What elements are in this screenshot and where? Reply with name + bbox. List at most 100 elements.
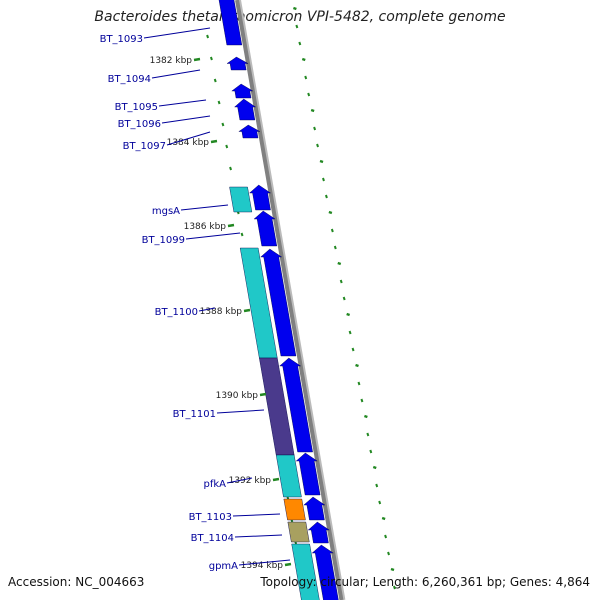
outer-ring-dot (292, 6, 297, 11)
outer-ring-dot (301, 57, 306, 62)
gene-label: BT_1100 (155, 307, 198, 318)
outer-ring-dot (363, 414, 368, 419)
block-bt-1104 (287, 521, 310, 543)
gene-label: BT_1103 (189, 512, 232, 523)
block-bt-1103 (283, 498, 306, 521)
accession-text: Accession: NC_004663 (8, 575, 145, 589)
outer-ring-dot (310, 108, 315, 113)
outer-ring-dot (319, 159, 324, 164)
outer-ring-dot (375, 483, 379, 488)
outer-ring-dot (333, 245, 337, 250)
map-title: Bacteroides thetaiotaomicron VPI-5482, c… (94, 9, 506, 25)
gene-label: BT_1099 (142, 235, 185, 246)
outer-ring-dot (324, 194, 328, 199)
outer-ring-dot (328, 210, 333, 215)
block-gpma (291, 543, 320, 600)
kbp-tick-mark (243, 308, 251, 313)
inner-ring-dot (217, 100, 221, 105)
outer-ring-dot (351, 347, 355, 352)
kbp-tick-label: 1390 kbp (216, 391, 259, 401)
gene-label: mgsA (152, 206, 180, 217)
outer-ring-dot (346, 312, 351, 317)
outer-ring-dot (322, 177, 325, 182)
outer-ring-dot (316, 143, 320, 148)
gene-leader-line (180, 204, 229, 211)
gene-leader-line (185, 232, 241, 240)
kbp-tick-mark (284, 562, 292, 567)
block-mgsa (229, 186, 253, 213)
gene-label: pfkA (204, 479, 227, 490)
outer-ring-dot (390, 567, 395, 572)
outer-ring-dot (295, 24, 299, 29)
arrow-bt-1100 (260, 248, 297, 357)
topology-text: Topology: circular; Length: 6,260,361 bp… (260, 575, 590, 589)
outer-ring-dot (339, 279, 343, 284)
outer-ring-dot (355, 363, 359, 368)
inner-ring-dot (221, 122, 225, 127)
arrow-bt-1099 (253, 210, 278, 247)
gene-label: BT_1101 (173, 409, 216, 420)
gene-leader-line (226, 477, 253, 484)
gene-leader-line (232, 513, 281, 517)
outer-ring-dot (387, 551, 390, 556)
gene-leader-line (238, 559, 291, 566)
outer-ring-dot (304, 75, 308, 80)
kbp-tick-label: 1392 kbp (229, 476, 272, 486)
gene-label: gpmA (209, 561, 238, 572)
arrow-mgsa (249, 184, 272, 211)
gene-leader-line (234, 534, 283, 538)
outer-ring-dot (366, 432, 370, 437)
gene-leader-line (143, 27, 211, 39)
outer-ring-dot (357, 381, 361, 386)
block-pfka (275, 454, 302, 498)
inner-ring-dot (206, 34, 210, 39)
arrow-bt-1095 (231, 83, 254, 99)
gene-leader-line (216, 409, 265, 414)
gene-leader-line (158, 99, 207, 107)
outer-ring-dot (342, 296, 346, 301)
arrow-bt-1104 (307, 521, 330, 544)
gene-label: BT_1093 (100, 34, 143, 45)
backbone-line (235, 0, 344, 600)
gene-leader-line (151, 69, 201, 79)
kbp-tick-mark (210, 139, 218, 144)
outer-ring-dot (330, 228, 334, 233)
outer-ring-dot (372, 465, 377, 470)
arrow-pfka (295, 452, 321, 496)
inner-ring-dot (213, 78, 217, 83)
kbp-tick-label: 1382 kbp (150, 56, 193, 66)
outer-ring-dot (381, 516, 386, 521)
kbp-tick-label: 1388 kbp (200, 307, 243, 317)
outer-ring-dot (360, 398, 364, 403)
outer-ring-dot (384, 534, 388, 539)
kbp-tick-mark (272, 477, 280, 482)
gene-leader-line (166, 131, 211, 146)
outer-ring-dot (348, 330, 352, 335)
inner-ring-dot (209, 56, 213, 61)
arrow-bt-1097 (238, 124, 261, 139)
outer-ring-dot (337, 261, 342, 266)
arrow-gpma (311, 544, 339, 600)
kbp-tick-mark (193, 57, 201, 62)
gene-leader-line (161, 115, 211, 124)
outer-ring-dot (313, 126, 317, 131)
kbp-tick-mark (259, 392, 267, 397)
outer-ring-dot (393, 585, 396, 590)
gene-label: BT_1097 (123, 141, 166, 152)
gene-label: BT_1096 (118, 119, 161, 130)
arrow-bt-1094 (226, 56, 249, 71)
kbp-tick-mark (227, 223, 235, 228)
gene-leader-line (198, 307, 216, 312)
outer-ring-dot (378, 500, 382, 505)
inner-ring-dot (229, 166, 233, 171)
kbp-tick-label: 1384 kbp (167, 138, 210, 148)
arrow-bt-1101 (279, 357, 313, 453)
outer-ring-dot (369, 449, 373, 454)
kbp-tick-label: 1386 kbp (184, 222, 227, 232)
outer-ring-dot (298, 41, 302, 46)
inner-ring-dot (225, 144, 229, 149)
outer-ring-dot (307, 92, 311, 97)
gene-label: BT_1104 (191, 533, 234, 544)
kbp-tick-label: 1394 kbp (241, 561, 284, 571)
